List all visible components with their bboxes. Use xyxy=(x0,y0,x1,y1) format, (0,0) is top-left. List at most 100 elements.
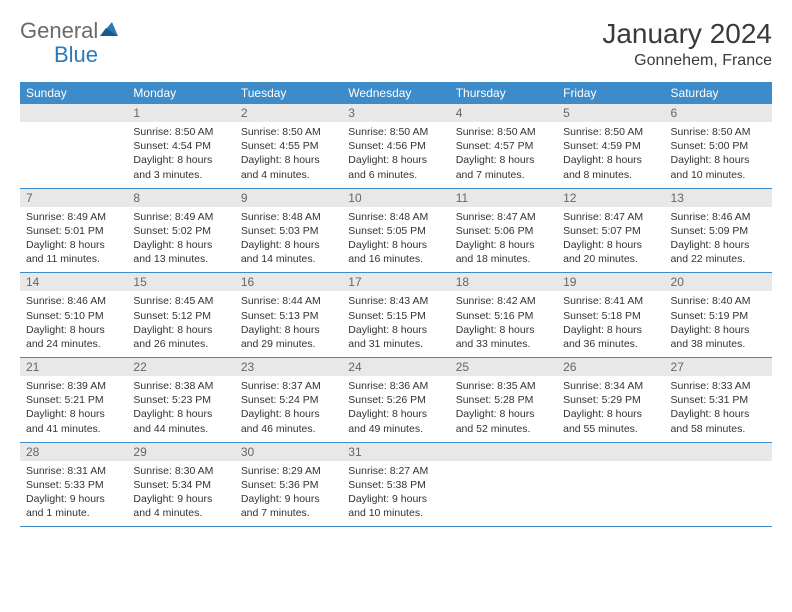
day-content: Sunrise: 8:37 AMSunset: 5:24 PMDaylight:… xyxy=(235,376,342,442)
day-content: Sunrise: 8:39 AMSunset: 5:21 PMDaylight:… xyxy=(20,376,127,442)
day-content: Sunrise: 8:31 AMSunset: 5:33 PMDaylight:… xyxy=(20,461,127,527)
day-content: Sunrise: 8:36 AMSunset: 5:26 PMDaylight:… xyxy=(342,376,449,442)
day-content: Sunrise: 8:29 AMSunset: 5:36 PMDaylight:… xyxy=(235,461,342,527)
day-number: 31 xyxy=(342,443,449,461)
day-number: 23 xyxy=(235,358,342,376)
calendar-table: SundayMondayTuesdayWednesdayThursdayFrid… xyxy=(20,82,772,527)
day-number: 30 xyxy=(235,443,342,461)
day-number: 27 xyxy=(665,358,772,376)
day-content: Sunrise: 8:50 AMSunset: 5:00 PMDaylight:… xyxy=(665,122,772,188)
title-block: January 2024 Gonnehem, France xyxy=(602,18,772,70)
day-header-wednesday: Wednesday xyxy=(342,82,449,104)
day-header-sunday: Sunday xyxy=(20,82,127,104)
day-cell: 24Sunrise: 8:36 AMSunset: 5:26 PMDayligh… xyxy=(342,358,449,443)
day-content: Sunrise: 8:27 AMSunset: 5:38 PMDaylight:… xyxy=(342,461,449,527)
day-content: Sunrise: 8:46 AMSunset: 5:09 PMDaylight:… xyxy=(665,207,772,273)
day-content: Sunrise: 8:46 AMSunset: 5:10 PMDaylight:… xyxy=(20,291,127,357)
day-content-empty xyxy=(450,461,557,515)
day-content: Sunrise: 8:50 AMSunset: 4:57 PMDaylight:… xyxy=(450,122,557,188)
day-number: 16 xyxy=(235,273,342,291)
day-number: 18 xyxy=(450,273,557,291)
day-cell: 9Sunrise: 8:48 AMSunset: 5:03 PMDaylight… xyxy=(235,188,342,273)
day-number: 17 xyxy=(342,273,449,291)
day-number: 24 xyxy=(342,358,449,376)
day-content: Sunrise: 8:49 AMSunset: 5:02 PMDaylight:… xyxy=(127,207,234,273)
day-header-thursday: Thursday xyxy=(450,82,557,104)
logo-text-blue: Blue xyxy=(54,42,98,68)
week-row: 7Sunrise: 8:49 AMSunset: 5:01 PMDaylight… xyxy=(20,188,772,273)
day-cell: 27Sunrise: 8:33 AMSunset: 5:31 PMDayligh… xyxy=(665,358,772,443)
day-cell: 19Sunrise: 8:41 AMSunset: 5:18 PMDayligh… xyxy=(557,273,664,358)
location: Gonnehem, France xyxy=(602,52,772,70)
week-row: 1Sunrise: 8:50 AMSunset: 4:54 PMDaylight… xyxy=(20,104,772,188)
day-number: 12 xyxy=(557,189,664,207)
day-number: 1 xyxy=(127,104,234,122)
day-number: 2 xyxy=(235,104,342,122)
day-content: Sunrise: 8:30 AMSunset: 5:34 PMDaylight:… xyxy=(127,461,234,527)
empty-day-cell xyxy=(665,442,772,527)
day-content-empty xyxy=(20,122,127,176)
day-number: 4 xyxy=(450,104,557,122)
day-number: 13 xyxy=(665,189,772,207)
empty-day-cell xyxy=(557,442,664,527)
day-cell: 30Sunrise: 8:29 AMSunset: 5:36 PMDayligh… xyxy=(235,442,342,527)
day-number: 7 xyxy=(20,189,127,207)
day-cell: 5Sunrise: 8:50 AMSunset: 4:59 PMDaylight… xyxy=(557,104,664,188)
logo-triangle-icon xyxy=(100,20,122,43)
day-content: Sunrise: 8:47 AMSunset: 5:06 PMDaylight:… xyxy=(450,207,557,273)
day-content: Sunrise: 8:50 AMSunset: 4:59 PMDaylight:… xyxy=(557,122,664,188)
day-cell: 10Sunrise: 8:48 AMSunset: 5:05 PMDayligh… xyxy=(342,188,449,273)
day-cell: 21Sunrise: 8:39 AMSunset: 5:21 PMDayligh… xyxy=(20,358,127,443)
day-number: 6 xyxy=(665,104,772,122)
day-cell: 31Sunrise: 8:27 AMSunset: 5:38 PMDayligh… xyxy=(342,442,449,527)
day-number: 11 xyxy=(450,189,557,207)
day-number: 15 xyxy=(127,273,234,291)
day-content: Sunrise: 8:47 AMSunset: 5:07 PMDaylight:… xyxy=(557,207,664,273)
day-content: Sunrise: 8:45 AMSunset: 5:12 PMDaylight:… xyxy=(127,291,234,357)
empty-day-cell xyxy=(450,442,557,527)
day-number: 19 xyxy=(557,273,664,291)
day-number: 26 xyxy=(557,358,664,376)
day-content: Sunrise: 8:48 AMSunset: 5:03 PMDaylight:… xyxy=(235,207,342,273)
day-cell: 16Sunrise: 8:44 AMSunset: 5:13 PMDayligh… xyxy=(235,273,342,358)
day-content: Sunrise: 8:50 AMSunset: 4:55 PMDaylight:… xyxy=(235,122,342,188)
day-number: 28 xyxy=(20,443,127,461)
day-cell: 26Sunrise: 8:34 AMSunset: 5:29 PMDayligh… xyxy=(557,358,664,443)
logo-text-general: General xyxy=(20,18,98,44)
day-cell: 12Sunrise: 8:47 AMSunset: 5:07 PMDayligh… xyxy=(557,188,664,273)
day-number: 29 xyxy=(127,443,234,461)
day-cell: 13Sunrise: 8:46 AMSunset: 5:09 PMDayligh… xyxy=(665,188,772,273)
empty-day-cell xyxy=(20,104,127,188)
day-cell: 6Sunrise: 8:50 AMSunset: 5:00 PMDaylight… xyxy=(665,104,772,188)
day-cell: 29Sunrise: 8:30 AMSunset: 5:34 PMDayligh… xyxy=(127,442,234,527)
day-content: Sunrise: 8:41 AMSunset: 5:18 PMDaylight:… xyxy=(557,291,664,357)
day-content: Sunrise: 8:50 AMSunset: 4:54 PMDaylight:… xyxy=(127,122,234,188)
day-number: 14 xyxy=(20,273,127,291)
day-cell: 17Sunrise: 8:43 AMSunset: 5:15 PMDayligh… xyxy=(342,273,449,358)
day-content-empty xyxy=(665,461,772,515)
logo: General xyxy=(20,18,124,44)
day-cell: 15Sunrise: 8:45 AMSunset: 5:12 PMDayligh… xyxy=(127,273,234,358)
header: General January 2024 Gonnehem, France xyxy=(20,18,772,70)
day-number: 5 xyxy=(557,104,664,122)
day-content: Sunrise: 8:42 AMSunset: 5:16 PMDaylight:… xyxy=(450,291,557,357)
day-cell: 3Sunrise: 8:50 AMSunset: 4:56 PMDaylight… xyxy=(342,104,449,188)
day-content: Sunrise: 8:40 AMSunset: 5:19 PMDaylight:… xyxy=(665,291,772,357)
day-cell: 14Sunrise: 8:46 AMSunset: 5:10 PMDayligh… xyxy=(20,273,127,358)
day-number: 21 xyxy=(20,358,127,376)
day-cell: 22Sunrise: 8:38 AMSunset: 5:23 PMDayligh… xyxy=(127,358,234,443)
day-cell: 23Sunrise: 8:37 AMSunset: 5:24 PMDayligh… xyxy=(235,358,342,443)
day-number-empty xyxy=(557,443,664,461)
day-content: Sunrise: 8:33 AMSunset: 5:31 PMDaylight:… xyxy=(665,376,772,442)
day-number: 3 xyxy=(342,104,449,122)
day-number-empty xyxy=(450,443,557,461)
day-number: 20 xyxy=(665,273,772,291)
day-content: Sunrise: 8:50 AMSunset: 4:56 PMDaylight:… xyxy=(342,122,449,188)
week-row: 28Sunrise: 8:31 AMSunset: 5:33 PMDayligh… xyxy=(20,442,772,527)
week-row: 14Sunrise: 8:46 AMSunset: 5:10 PMDayligh… xyxy=(20,273,772,358)
day-cell: 7Sunrise: 8:49 AMSunset: 5:01 PMDaylight… xyxy=(20,188,127,273)
day-content: Sunrise: 8:38 AMSunset: 5:23 PMDaylight:… xyxy=(127,376,234,442)
day-cell: 18Sunrise: 8:42 AMSunset: 5:16 PMDayligh… xyxy=(450,273,557,358)
day-number: 9 xyxy=(235,189,342,207)
day-header-friday: Friday xyxy=(557,82,664,104)
